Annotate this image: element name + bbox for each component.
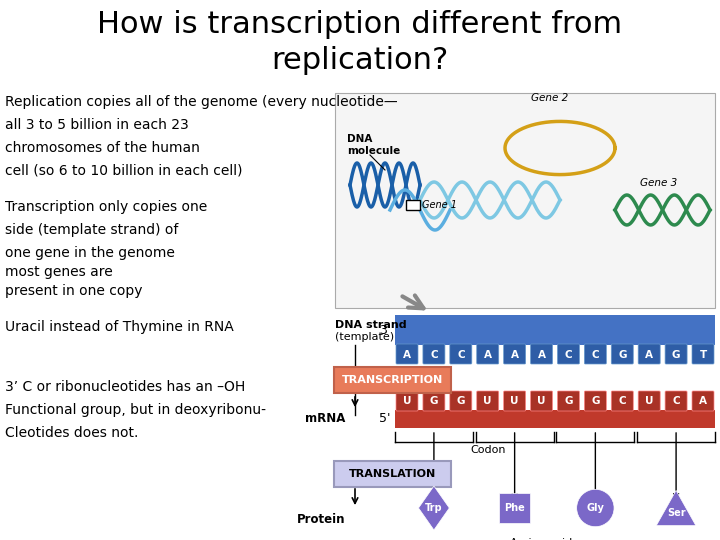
FancyBboxPatch shape (557, 344, 580, 364)
Text: G: G (456, 396, 465, 406)
Text: one gene in the genome: one gene in the genome (5, 246, 175, 260)
FancyBboxPatch shape (396, 391, 418, 411)
FancyBboxPatch shape (665, 344, 687, 364)
Text: A: A (538, 350, 546, 360)
Text: Codon: Codon (470, 445, 505, 455)
Text: Cleotides does not.: Cleotides does not. (5, 426, 138, 440)
Text: Ser: Ser (667, 508, 685, 518)
Text: G: G (430, 396, 438, 406)
FancyBboxPatch shape (585, 344, 606, 364)
Text: 3': 3' (379, 323, 390, 336)
Text: chromosomes of the human: chromosomes of the human (5, 141, 200, 155)
FancyBboxPatch shape (423, 391, 445, 411)
FancyBboxPatch shape (477, 391, 499, 411)
FancyBboxPatch shape (335, 93, 715, 308)
Text: T: T (699, 350, 706, 360)
Text: present in one copy: present in one copy (5, 284, 143, 298)
Text: Transcription only copies one: Transcription only copies one (5, 200, 207, 214)
FancyBboxPatch shape (692, 344, 714, 364)
Text: A: A (403, 350, 411, 360)
FancyBboxPatch shape (585, 391, 606, 411)
FancyBboxPatch shape (396, 344, 418, 364)
Text: A: A (484, 350, 492, 360)
Text: How is transcription different from: How is transcription different from (97, 10, 623, 39)
Text: C: C (592, 350, 599, 360)
Text: 5': 5' (379, 413, 390, 426)
FancyBboxPatch shape (692, 391, 714, 411)
Text: C: C (564, 350, 572, 360)
FancyBboxPatch shape (531, 344, 552, 364)
Text: Replication copies all of the genome (every nucleotide—: Replication copies all of the genome (ev… (5, 95, 397, 109)
Text: Gly: Gly (586, 503, 604, 513)
FancyBboxPatch shape (395, 315, 715, 345)
FancyBboxPatch shape (638, 344, 660, 364)
FancyBboxPatch shape (423, 344, 445, 364)
Text: TRANSCRIPTION: TRANSCRIPTION (342, 375, 443, 385)
Polygon shape (657, 490, 696, 525)
Text: G: G (564, 396, 572, 406)
Text: Gene 2: Gene 2 (531, 93, 569, 103)
Text: G: G (618, 350, 626, 360)
Text: A: A (510, 350, 518, 360)
FancyBboxPatch shape (450, 344, 472, 364)
Text: replication?: replication? (271, 46, 449, 75)
Text: most genes are: most genes are (5, 265, 113, 279)
FancyBboxPatch shape (531, 391, 552, 411)
Text: DNA
molecule: DNA molecule (347, 134, 400, 156)
Text: 3’ C or ribonucleotides has an –OH: 3’ C or ribonucleotides has an –OH (5, 380, 246, 394)
Polygon shape (418, 486, 449, 530)
Text: Amino acid: Amino acid (510, 538, 572, 540)
Text: C: C (672, 396, 680, 406)
Text: A: A (645, 350, 653, 360)
Text: Functional group, but in deoxyribonu-: Functional group, but in deoxyribonu- (5, 403, 266, 417)
FancyBboxPatch shape (477, 344, 499, 364)
Text: C: C (457, 350, 464, 360)
FancyBboxPatch shape (611, 391, 634, 411)
FancyBboxPatch shape (450, 391, 472, 411)
Text: (template): (template) (335, 332, 394, 342)
FancyBboxPatch shape (557, 391, 580, 411)
FancyBboxPatch shape (611, 344, 634, 364)
Text: Uracil instead of Thymine in RNA: Uracil instead of Thymine in RNA (5, 320, 234, 334)
Text: TRANSLATION: TRANSLATION (349, 469, 436, 479)
Text: A: A (699, 396, 707, 406)
FancyBboxPatch shape (406, 200, 420, 210)
Text: DNA strand: DNA strand (335, 320, 407, 330)
Text: mRNA: mRNA (305, 413, 345, 426)
Text: Gene 3: Gene 3 (640, 178, 678, 188)
Text: Phe: Phe (504, 503, 525, 513)
FancyBboxPatch shape (638, 391, 660, 411)
Text: U: U (645, 396, 654, 406)
Text: U: U (402, 396, 411, 406)
Text: Trp: Trp (425, 503, 443, 513)
FancyBboxPatch shape (665, 391, 687, 411)
Text: side (template strand) of: side (template strand) of (5, 223, 179, 237)
Text: G: G (591, 396, 600, 406)
Text: U: U (483, 396, 492, 406)
Text: U: U (537, 396, 546, 406)
Text: C: C (618, 396, 626, 406)
Text: G: G (672, 350, 680, 360)
Circle shape (577, 489, 614, 526)
Text: all 3 to 5 billion in each 23: all 3 to 5 billion in each 23 (5, 118, 189, 132)
Text: C: C (430, 350, 438, 360)
FancyBboxPatch shape (334, 461, 451, 487)
FancyBboxPatch shape (395, 410, 715, 428)
Text: Gene 1: Gene 1 (422, 200, 457, 210)
Text: cell (so 6 to 10 billion in each cell): cell (so 6 to 10 billion in each cell) (5, 164, 243, 178)
FancyBboxPatch shape (503, 391, 526, 411)
FancyBboxPatch shape (503, 344, 526, 364)
Text: Protein: Protein (297, 513, 345, 526)
FancyBboxPatch shape (499, 492, 530, 523)
Text: U: U (510, 396, 519, 406)
FancyBboxPatch shape (334, 367, 451, 393)
